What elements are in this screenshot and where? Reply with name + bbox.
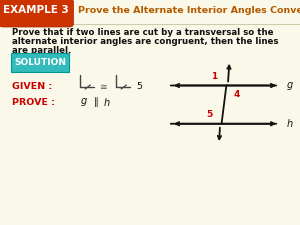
Text: 5: 5 [136, 82, 142, 91]
Text: EXAMPLE 3: EXAMPLE 3 [3, 5, 69, 15]
Text: PROVE :: PROVE : [12, 98, 55, 107]
Text: $h$: $h$ [103, 96, 111, 108]
Text: Prove that if two lines are cut by a transversal so the: Prove that if two lines are cut by a tra… [12, 28, 274, 37]
Text: alternate interior angles are congruent, then the lines: alternate interior angles are congruent,… [12, 37, 278, 46]
Text: g: g [286, 81, 293, 90]
FancyBboxPatch shape [11, 53, 69, 72]
Text: GIVEN :: GIVEN : [12, 82, 52, 91]
Text: 1: 1 [211, 72, 218, 81]
Text: h: h [286, 119, 292, 129]
Text: 5: 5 [206, 110, 213, 119]
Text: SOLUTION: SOLUTION [14, 58, 66, 67]
FancyBboxPatch shape [0, 0, 74, 27]
Text: $\parallel$: $\parallel$ [92, 95, 99, 109]
Text: 4: 4 [234, 90, 240, 99]
Text: Prove the Alternate Interior Angles Converse: Prove the Alternate Interior Angles Conv… [78, 6, 300, 15]
Text: $g$: $g$ [80, 96, 87, 108]
Text: are parallel.: are parallel. [12, 46, 71, 55]
Text: $\cong$: $\cong$ [98, 82, 109, 91]
